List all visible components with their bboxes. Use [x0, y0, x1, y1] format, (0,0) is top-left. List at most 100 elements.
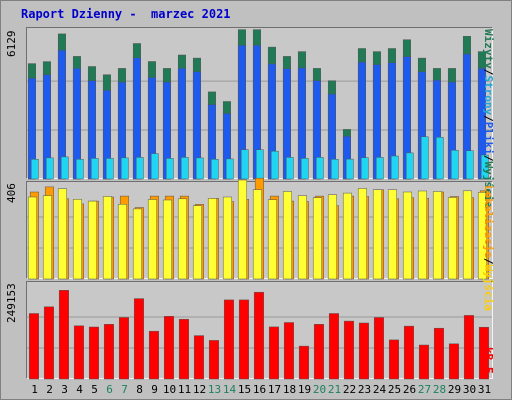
bar-wyjscia: [342, 192, 352, 280]
bar-kb-f: [283, 322, 294, 380]
bar-kb-f: [373, 317, 384, 380]
bar-kb-f: [448, 343, 459, 380]
bar-pliki: [30, 159, 39, 180]
bar-pliki: [375, 157, 384, 180]
x-tick-label: 17: [267, 383, 282, 396]
bar-kb-f: [388, 339, 399, 380]
bar-kb-f: [208, 340, 219, 380]
x-tick-label: 8: [136, 383, 143, 396]
bar-wyjscia: [402, 191, 412, 280]
bar-wyjscia: [147, 199, 157, 280]
bar-pliki: [165, 158, 174, 180]
bar-pliki: [450, 149, 459, 180]
bar-kb-f: [433, 327, 444, 380]
bar-pliki: [465, 150, 474, 180]
bar-wyjscia: [132, 208, 142, 280]
bar-pliki: [45, 157, 54, 180]
bar-pliki: [195, 157, 204, 180]
bar-wyjscia: [327, 194, 337, 280]
bar-wyjscia: [297, 195, 307, 280]
bar-wyjscia: [312, 197, 322, 280]
bar-wyjscia: [192, 205, 202, 280]
page-title: Raport Dzienny - marzec 2021: [21, 7, 231, 21]
bar-pliki: [300, 158, 309, 180]
bar-pliki: [390, 155, 399, 180]
legend-entry: /: [482, 115, 495, 122]
bar-wyjscia: [57, 188, 67, 280]
bar-wyjscia: [432, 191, 442, 280]
bar-kb-f: [418, 344, 429, 380]
x-tick-label: 23: [357, 383, 372, 396]
bar-pliki: [240, 149, 249, 180]
bar-wyjscia: [372, 189, 382, 280]
bar-kb-f: [343, 320, 354, 380]
legend-top: Wizyty/Strony/Pliki/Wyjścia: [482, 29, 495, 208]
bar-wyjscia: [357, 188, 367, 280]
bar-wyjscia: [207, 198, 217, 280]
bar-kb-f: [298, 345, 309, 380]
bar-wyjscia: [102, 196, 112, 280]
bar-kb-f: [193, 335, 204, 380]
bar-wyjscia: [267, 199, 277, 280]
x-tick-label: 4: [76, 383, 83, 396]
x-tick-label: 10: [162, 383, 177, 396]
legend-mid: Lokalizacje/Wyjścia: [482, 185, 495, 311]
bar-wyjscia: [477, 192, 487, 280]
legend-entry: kB F: [482, 347, 495, 374]
bar-wyjscia: [177, 198, 187, 280]
legend-bot: kB F: [482, 347, 495, 374]
bar-kb-f: [178, 319, 189, 380]
bar-wyjscia: [252, 189, 262, 280]
bar-kb-f: [73, 325, 84, 380]
x-tick-label: 15: [237, 383, 252, 396]
x-tick-label: 28: [432, 383, 447, 396]
x-tick-label: 5: [91, 383, 98, 396]
bar-kb-f: [268, 326, 279, 380]
x-tick-label: 18: [282, 383, 297, 396]
bar-kb-f: [403, 325, 414, 380]
bar-kb-f: [253, 291, 264, 380]
x-tick-label: 27: [417, 383, 432, 396]
x-tick-label: 3: [61, 383, 68, 396]
x-tick-label: 31: [477, 383, 492, 396]
bar-pliki: [435, 137, 444, 180]
bar-kb-f: [358, 322, 369, 380]
x-tick-label: 16: [252, 383, 267, 396]
bar-wyjscia: [282, 191, 292, 280]
bar-pliki: [60, 156, 69, 180]
bar-wyjscia: [42, 195, 52, 280]
bar-kb-f: [478, 326, 489, 380]
x-tick-label: 19: [297, 383, 312, 396]
bar-pliki: [90, 158, 99, 180]
bar-kb-f: [88, 326, 99, 380]
x-tick-label: 12: [192, 383, 207, 396]
bar-pliki: [105, 158, 114, 180]
bar-kb-f: [163, 316, 174, 380]
x-tick-label: 26: [402, 383, 417, 396]
bar-pliki: [180, 157, 189, 180]
bar-pliki: [330, 159, 339, 180]
legend-entry: Pliki: [482, 121, 495, 155]
bar-wyjscia: [387, 189, 397, 280]
x-tick-label: 13: [207, 383, 222, 396]
x-tick-label: 30: [462, 383, 477, 396]
bar-pliki: [210, 159, 219, 180]
bar-wyjscia: [117, 204, 127, 280]
x-tick-label: 21: [327, 383, 342, 396]
x-tick-label: 7: [121, 383, 128, 396]
bar-kb-f: [313, 324, 324, 380]
bar-wyjscia: [462, 190, 472, 280]
bar-pliki: [135, 157, 144, 180]
bar-wyjscia: [222, 196, 232, 280]
bar-kb-f: [133, 298, 144, 380]
bar-pliki: [150, 153, 159, 180]
bar-wyjscia: [87, 200, 97, 280]
bar-pliki: [405, 152, 414, 180]
bar-kb-f: [28, 313, 39, 380]
bar-pliki: [270, 150, 279, 180]
x-tick-label: 20: [312, 383, 327, 396]
bar-kb-f: [118, 317, 129, 380]
bar-wyjscia: [447, 197, 457, 280]
